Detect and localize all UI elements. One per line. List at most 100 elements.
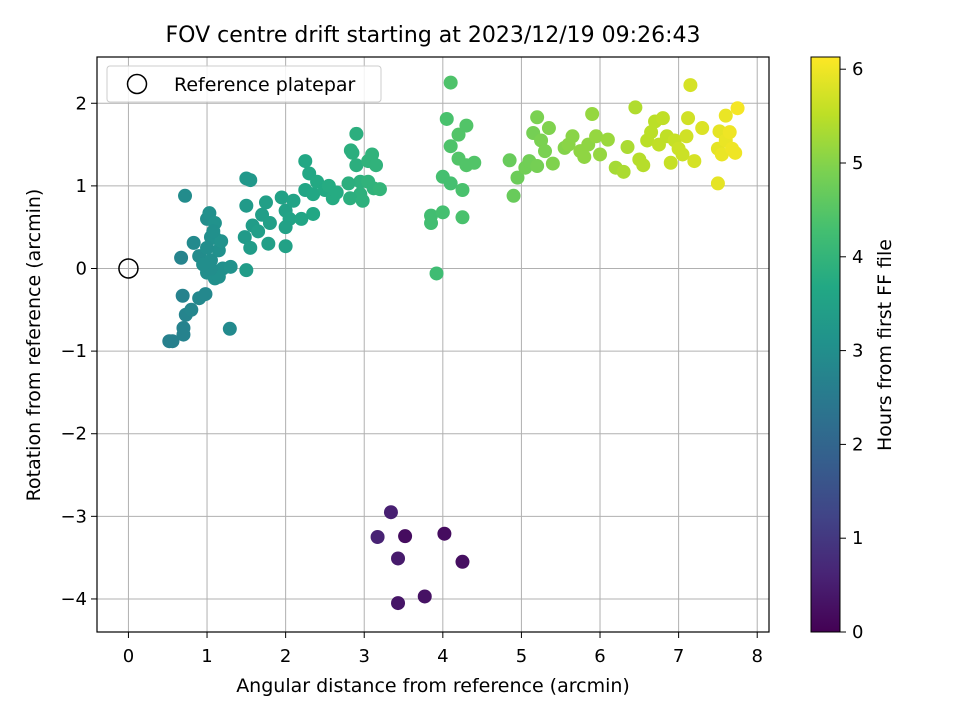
y-tick-label: −2 <box>60 424 87 445</box>
data-point <box>258 195 273 210</box>
data-point <box>600 132 615 147</box>
data-point <box>718 108 733 123</box>
colorbar-tick-label: 2 <box>852 434 863 455</box>
axis-ticks: 0 1 2 3 4 5 6 7 8 2 1 0 −1 −2 −3 −4 <box>60 93 762 667</box>
data-point <box>510 170 525 185</box>
data-point <box>644 125 659 140</box>
data-point <box>663 155 678 170</box>
data-point <box>306 187 321 202</box>
data-point <box>714 147 729 162</box>
data-point <box>655 111 670 126</box>
data-point <box>459 118 474 133</box>
data-point <box>251 224 266 239</box>
data-point <box>355 193 370 208</box>
y-tick-label: 1 <box>76 176 87 197</box>
colorbar-tick-label: 4 <box>852 247 863 268</box>
colorbar-ticks: 0 1 2 3 4 5 6 <box>840 59 863 643</box>
data-point <box>286 193 301 208</box>
data-point <box>391 596 406 611</box>
data-point <box>545 156 560 171</box>
data-point <box>341 176 356 191</box>
x-tick-label: 2 <box>280 646 291 667</box>
y-axis-label: Rotation from reference (arcmin) <box>23 189 45 502</box>
data-point <box>636 158 651 173</box>
x-tick-label: 0 <box>123 646 134 667</box>
data-point <box>176 320 191 335</box>
y-tick-label: −1 <box>60 341 87 362</box>
legend-label: Reference platepar <box>174 74 356 96</box>
legend: Reference platepar <box>106 65 382 103</box>
data-point <box>455 554 470 569</box>
y-tick-label: −4 <box>60 589 87 610</box>
x-tick-label: 6 <box>594 646 605 667</box>
data-point <box>261 236 276 251</box>
data-point <box>628 100 643 115</box>
data-point <box>278 239 293 254</box>
data-point <box>278 220 293 235</box>
data-point <box>687 154 702 169</box>
colorbar <box>810 56 841 633</box>
colorbar-tick-label: 6 <box>852 59 863 80</box>
data-point <box>589 129 604 144</box>
y-tick-label: 0 <box>76 258 87 279</box>
data-point <box>343 191 358 206</box>
data-point <box>178 188 193 203</box>
x-axis-label: Angular distance from reference (arcmin) <box>236 675 630 697</box>
data-point <box>239 198 254 213</box>
data-point <box>467 155 482 170</box>
data-point <box>451 127 466 142</box>
data-point <box>455 183 470 198</box>
colorbar-tick-label: 1 <box>852 528 863 549</box>
colorbar-tick-label: 5 <box>852 153 863 174</box>
data-point <box>243 240 258 255</box>
data-point <box>391 551 406 566</box>
data-point <box>530 159 545 174</box>
x-tick-label: 3 <box>359 646 370 667</box>
data-point <box>198 287 213 302</box>
x-tick-label: 1 <box>201 646 212 667</box>
data-point <box>585 107 600 122</box>
data-point <box>541 121 556 136</box>
data-point <box>443 75 458 90</box>
data-point <box>455 210 470 225</box>
data-point <box>439 111 454 126</box>
data-point <box>383 505 398 520</box>
data-point <box>365 147 380 162</box>
data-point <box>435 205 450 220</box>
data-point <box>620 140 635 155</box>
data-point <box>710 176 725 191</box>
x-tick-label: 5 <box>516 646 527 667</box>
data-point <box>675 147 690 162</box>
data-point <box>565 129 580 144</box>
colorbar-tick-label: 0 <box>852 622 863 643</box>
data-point <box>184 302 199 317</box>
data-point <box>429 266 444 281</box>
x-tick-label: 4 <box>437 646 448 667</box>
data-point <box>349 126 364 141</box>
data-point <box>538 144 552 159</box>
data-point <box>370 529 385 544</box>
data-point <box>214 234 229 249</box>
legend-box <box>106 65 382 103</box>
data-point <box>349 158 364 173</box>
data-point <box>298 154 313 169</box>
y-tick-label: 2 <box>76 93 87 114</box>
data-point <box>206 224 221 239</box>
data-point <box>243 173 258 188</box>
data-point <box>722 125 737 140</box>
chart-title: FOV centre drift starting at 2023/12/19 … <box>166 23 701 48</box>
data-points <box>118 75 745 611</box>
data-point <box>417 589 432 604</box>
data-point <box>196 257 211 272</box>
data-point <box>728 145 743 160</box>
colorbar-label: Hours from first FF file <box>874 239 896 451</box>
grid <box>97 57 769 632</box>
data-point <box>329 185 344 200</box>
data-point <box>165 334 180 349</box>
data-point <box>223 259 238 274</box>
data-point <box>679 129 694 144</box>
data-point <box>695 121 710 136</box>
data-point <box>681 111 696 126</box>
colorbar-tick-label: 3 <box>852 341 863 362</box>
legend-marker <box>126 73 148 95</box>
